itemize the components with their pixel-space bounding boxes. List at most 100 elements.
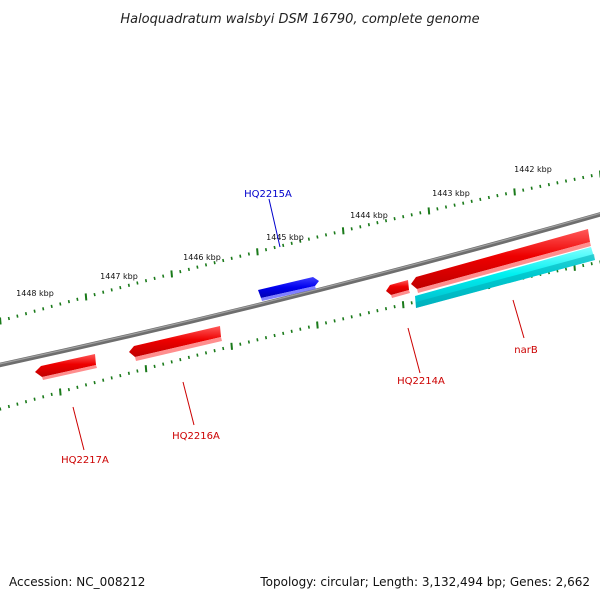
inner-scale-minor-tick [7,404,10,409]
inner-scale-minor-tick [42,395,45,399]
gene-HQ2216A-leader [182,381,195,426]
inner-scale-minor-tick [119,373,122,378]
outer-scale-ticks [0,170,600,325]
outer-scale-minor-tick [333,231,336,235]
genome-summary-text: Topology: circular; Length: 3,132,494 bp… [259,575,590,589]
inner-scale-minor-tick [367,311,370,315]
outer-scale-minor-tick [24,312,28,316]
outer-scale-minor-tick [453,203,456,207]
gene-HQ2215A-shadow [261,286,316,301]
outer-scale-minor-tick [282,243,285,248]
gene-HQ2217A-leader [72,406,85,451]
inner-scale-minor-tick [590,262,593,266]
inner-scale-minor-tick [247,340,250,344]
gene-HQ2214A-shadow [391,290,410,298]
outer-scale-minor-tick [144,279,148,283]
inner-scale-minor-tick [342,317,345,321]
outer-scale-minor-tick [196,265,199,269]
inner-scale-minor-tick [16,402,19,406]
outer-scale-minor-tick [479,197,482,202]
outer-scale-minor-tick [522,188,525,192]
scale-label-1444: 1444 kbp [350,211,388,220]
outer-scale-minor-tick [410,213,413,217]
gene-HQ2215A-arrow[interactable] [258,277,319,298]
scale-label-1446: 1446 kbp [183,253,221,262]
gene-HQ2217A[interactable] [35,354,97,380]
gene-narB-shadow [416,254,595,308]
gene-HQ2217A-arrow[interactable] [35,354,96,377]
outer-scale-minor-tick [93,292,96,297]
map-title: Haloquadratum walsbyi DSM 16790, complet… [120,12,479,27]
gene-HQ2217A-label[interactable]: HQ2217A [61,455,109,466]
outer-scale-minor-tick [590,174,593,178]
gene-narB-label[interactable]: narB [514,345,538,356]
accession-text: Accession: NC_008212 [9,575,145,589]
gene-HQ2216A-arrow[interactable] [129,326,221,357]
outer-scale-minor-tick [247,252,250,256]
outer-scale-minor-tick [299,239,302,243]
gene-narB[interactable] [415,247,595,308]
gene-large-red-shadow [417,242,591,293]
gene-HQ2214A-leader [407,327,421,374]
gene-HQ2215A-label[interactable]: HQ2215A [244,189,292,200]
inner-scale-minor-tick [324,321,328,325]
outer-scale-minor-tick [16,314,19,318]
inner-scale-minor-tick [196,353,199,357]
outer-scale-minor-tick [187,267,190,272]
inner-scale-minor-tick [410,301,413,305]
outer-scale-minor-tick [359,225,362,229]
gene-HQ2216A[interactable] [129,326,222,361]
inner-scale-minor-tick [290,329,293,333]
inner-scale-minor-tick [170,360,173,364]
gene-HQ2216A-shadow [135,337,222,361]
inner-scale-minor-tick [93,380,96,385]
scale-label-1442: 1442 kbp [514,165,552,174]
outer-scale-minor-tick [67,299,70,304]
outer-scale-minor-tick [119,285,122,290]
outer-scale-minor-tick [573,177,576,181]
inner-scale-minor-tick [384,307,388,311]
inner-scale-major-tick [230,342,233,350]
gene-large-red-arrow[interactable] [411,229,590,289]
outer-scale-minor-tick [290,241,293,245]
outer-scale-minor-tick [127,283,130,287]
outer-scale-major-tick [513,188,516,196]
gene-large-red[interactable] [411,229,591,293]
inner-scale-major-tick [401,301,405,309]
outer-scale-minor-tick [162,274,165,278]
inner-scale-minor-tick [67,387,70,392]
outer-scale-minor-tick [179,269,182,274]
scale-label-1447: 1447 kbp [100,272,138,281]
scale-label-1448: 1448 kbp [16,289,54,298]
outer-scale-minor-tick [547,182,550,187]
gene-HQ2214A-arrow[interactable] [386,280,409,295]
gene-narB-leader [512,299,525,339]
outer-scale-minor-tick [530,186,533,190]
inner-scale-minor-tick [333,319,336,323]
inner-scale-minor-tick [33,397,36,401]
outer-scale-minor-tick [33,309,36,313]
outer-scale-minor-tick [76,297,79,301]
outer-scale-minor-tick [307,237,310,241]
inner-scale-minor-tick [102,378,105,382]
outer-scale-minor-tick [564,179,568,183]
outer-scale-minor-tick [316,235,319,239]
gene-HQ2216A-label[interactable]: HQ2216A [172,431,220,442]
outer-scale-minor-tick [462,201,465,205]
inner-scale-minor-tick [222,346,225,351]
genome-backbone [0,212,600,368]
inner-scale-minor-tick [273,333,276,338]
gene-HQ2214A[interactable] [386,280,410,298]
outer-scale-minor-tick [504,192,508,196]
gene-HQ2214A-label[interactable]: HQ2214A [397,376,445,387]
inner-scale-minor-tick [127,371,130,375]
inner-scale-minor-tick [204,351,208,355]
gene-HQ2215A[interactable] [258,277,319,301]
inner-scale-major-tick [316,321,319,329]
inner-scale-minor-tick [239,342,242,346]
inner-scale-minor-tick [136,369,139,373]
outer-scale-minor-tick [102,290,105,294]
inner-scale-minor-tick [213,349,216,353]
inner-scale-minor-tick [179,357,182,362]
outer-scale-minor-tick [324,233,328,237]
